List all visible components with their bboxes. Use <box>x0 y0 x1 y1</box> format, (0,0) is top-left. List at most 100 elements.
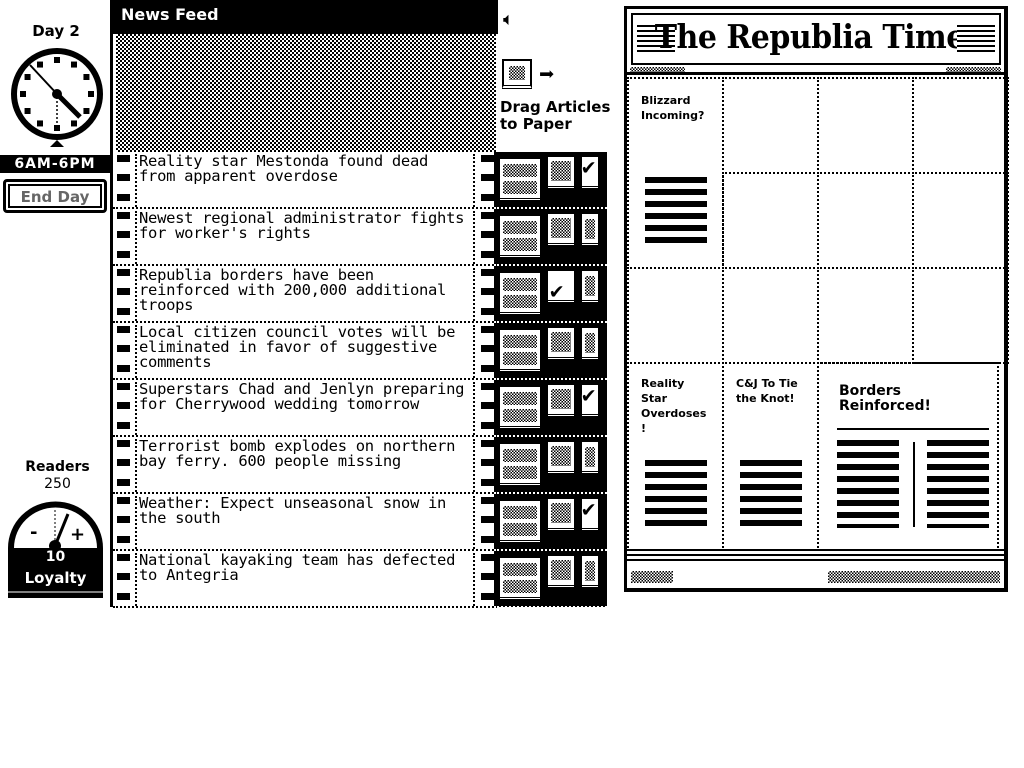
article-row: Superstars Chad and Jenlyn preparing for… <box>113 380 498 437</box>
size-large-button[interactable] <box>500 159 540 201</box>
film-strip <box>115 209 131 264</box>
empty-slot[interactable] <box>817 267 914 364</box>
size-small-button[interactable]: ✔ <box>582 385 598 417</box>
masthead: The Republia Times <box>631 13 1001 65</box>
story-rule <box>837 428 989 430</box>
size-medium-button[interactable] <box>548 385 574 417</box>
empty-slot[interactable] <box>912 267 1009 364</box>
article-headline[interactable]: Terrorist bomb explodes on northern bay … <box>135 438 475 492</box>
hours-label: 6AM-6PM <box>0 155 110 173</box>
size-small-button[interactable] <box>582 556 598 588</box>
size-medium-button[interactable] <box>548 499 574 531</box>
clock-tick <box>54 57 60 63</box>
size-large-button[interactable] <box>500 330 540 372</box>
size-large-button[interactable] <box>500 387 540 429</box>
article-row: National kayaking team has defected to A… <box>113 551 498 608</box>
arrow-right-icon: ➡ <box>539 60 555 90</box>
readers-label: Readers <box>25 459 90 475</box>
speaker-icon[interactable]: 🔈︎ <box>503 9 514 30</box>
article-row: Terrorist bomb explodes on northern bay … <box>113 437 498 494</box>
check-icon: ✔ <box>550 279 564 304</box>
article-headline[interactable]: Newest regional administrator fights for… <box>135 210 475 264</box>
size-row: ✔ <box>494 266 607 323</box>
check-icon: ✔ <box>582 383 596 408</box>
size-large-button[interactable] <box>500 444 540 486</box>
article-headline[interactable]: National kayaking team has defected to A… <box>135 552 475 606</box>
story-text-lines <box>740 460 802 530</box>
film-strip <box>115 437 131 492</box>
footer-rule <box>627 549 1004 561</box>
film-strip <box>115 323 131 378</box>
size-small-button[interactable] <box>582 271 598 303</box>
film-strip <box>479 266 495 321</box>
story-slot[interactable]: Blizzard Incoming? <box>627 77 724 269</box>
size-small-button[interactable]: ✔ <box>582 499 598 531</box>
article-headline[interactable]: Superstars Chad and Jenlyn preparing for… <box>135 381 475 435</box>
size-medium-button[interactable] <box>548 442 574 474</box>
story-slot[interactable]: Borders Reinforced! <box>817 362 999 552</box>
clock-tick <box>54 125 60 131</box>
size-medium-button[interactable] <box>548 214 574 246</box>
article-headline[interactable]: Local citizen council votes will be elim… <box>135 324 475 378</box>
size-small-button[interactable]: ✔ <box>582 157 598 189</box>
article-icon <box>502 59 532 89</box>
story-slot[interactable]: C&J To Tie the Knot! <box>722 362 819 552</box>
clock-tick <box>71 120 77 127</box>
film-strip <box>115 152 131 207</box>
article-headline[interactable]: Weather: Expect unseasonal snow in the s… <box>135 495 475 549</box>
empty-slot[interactable] <box>912 77 1009 174</box>
clock-tick <box>83 74 90 80</box>
clock-tick <box>71 61 77 68</box>
story-slot[interactable]: Reality Star Overdoses ! <box>627 362 724 552</box>
story-text-lines <box>927 440 989 528</box>
size-small-button[interactable] <box>582 442 598 474</box>
film-strip <box>479 380 495 435</box>
clock-tick <box>24 108 31 114</box>
film-strip <box>479 437 495 492</box>
masthead-rule <box>627 65 1004 75</box>
film-strip <box>115 551 131 606</box>
article-row: Reality star Mestonda found dead from ap… <box>113 152 498 209</box>
article-headline[interactable]: Republia borders have been reinforced wi… <box>135 267 475 321</box>
empty-slot[interactable] <box>722 172 819 269</box>
article-row: Local citizen council votes will be elim… <box>113 323 498 380</box>
loyalty-value: 10 <box>45 549 66 565</box>
film-strip <box>115 266 131 321</box>
empty-slot[interactable] <box>912 172 1009 269</box>
check-icon: ✔ <box>582 497 596 522</box>
clock-tick <box>88 91 94 97</box>
check-icon: ✔ <box>582 155 596 180</box>
story-headline: Reality Star Overdoses ! <box>641 377 707 435</box>
end-day-button[interactable]: End Day <box>3 179 107 213</box>
size-large-button[interactable] <box>500 216 540 258</box>
readers-panel: Readers 250 <box>0 459 115 493</box>
gauge-plus: + <box>70 524 85 545</box>
size-row: ✔ <box>494 494 607 551</box>
empty-slot[interactable] <box>817 77 914 174</box>
story-headline: Blizzard Incoming? <box>641 94 705 122</box>
empty-slot[interactable] <box>817 172 914 269</box>
empty-slot[interactable] <box>722 267 819 364</box>
empty-slot[interactable] <box>627 267 724 364</box>
size-row: ✔ <box>494 380 607 437</box>
clock-icon <box>11 48 103 147</box>
size-medium-button[interactable]: ✔ <box>548 271 574 303</box>
article-row: Republia borders have been reinforced wi… <box>113 266 498 323</box>
article-headline[interactable]: Reality star Mestonda found dead from ap… <box>135 153 475 207</box>
film-strip <box>479 494 495 549</box>
empty-slot[interactable] <box>722 77 819 174</box>
article-row: Newest regional administrator fights for… <box>113 209 498 266</box>
size-large-button[interactable] <box>500 558 540 600</box>
size-medium-button[interactable] <box>548 328 574 360</box>
article-size-selector: ✔ ✔ ✔ ✔ <box>494 152 607 608</box>
size-large-button[interactable] <box>500 273 540 315</box>
size-large-button[interactable] <box>500 501 540 543</box>
size-medium-button[interactable] <box>548 157 574 189</box>
size-medium-button[interactable] <box>548 556 574 588</box>
story-text-lines <box>837 440 899 528</box>
size-small-button[interactable] <box>582 328 598 360</box>
size-row <box>494 209 607 266</box>
drag-instructions: Drag Articles to Paper <box>500 99 625 133</box>
news-feed: News Feed Reality star Mestonda found de… <box>110 0 498 608</box>
size-small-button[interactable] <box>582 214 598 246</box>
